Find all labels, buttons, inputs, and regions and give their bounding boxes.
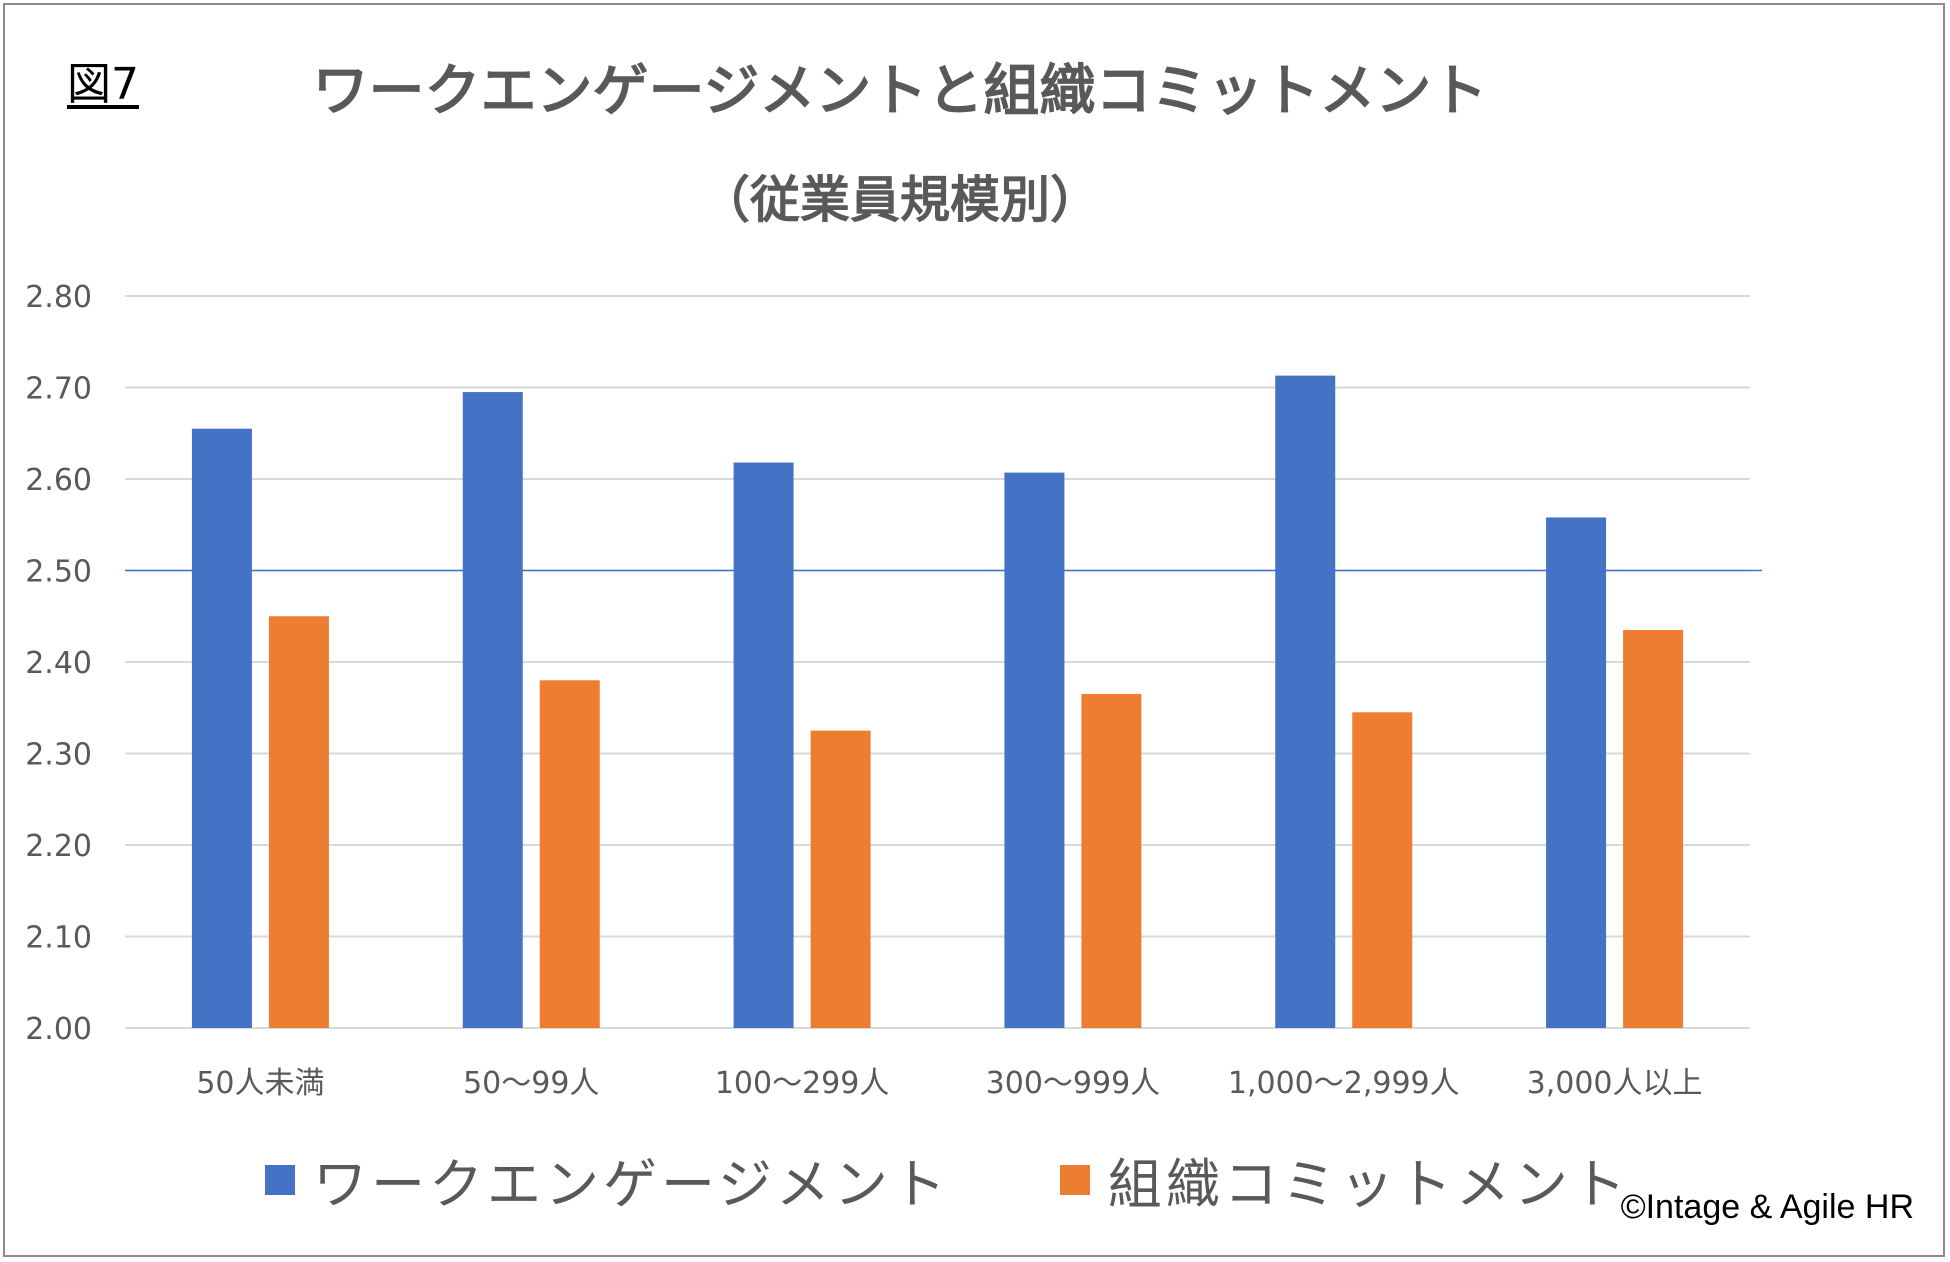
legend: ワークエンゲージメント 組織コミットメント [265,1140,1740,1219]
legend-label-work-engagement: ワークエンゲージメント [313,1153,950,1216]
legend-item-commitment: 組織コミットメント [1059,1140,1630,1219]
bar-commitment [539,680,600,1028]
chart-title: ワークエンゲージメントと組織コミットメント [312,59,1488,124]
legend-swatch-commitment [1059,1164,1090,1195]
bar-commitment [1623,629,1684,1028]
y-tick-label: 2.00 [25,1012,92,1047]
y-tick-label: 2.50 [25,555,92,590]
x-category-label: 50人未満 [196,1066,324,1101]
y-tick-label: 2.40 [25,646,92,681]
x-category-label: 100〜299人 [715,1066,890,1101]
figure-label: 図7 [67,59,139,110]
bar-work-engagement [733,462,794,1028]
bar-work-engagement [1546,517,1607,1028]
bar-work-engagement [1275,375,1336,1029]
x-category-label: 300〜999人 [986,1066,1161,1101]
bar-work-engagement [462,392,523,1028]
bar-work-engagement [191,428,252,1028]
legend-label-commitment: 組織コミットメント [1107,1153,1630,1216]
y-tick-label: 2.10 [25,921,92,956]
x-category-label: 50〜99人 [463,1066,599,1101]
y-tick-label: 2.60 [25,463,92,498]
y-tick-label: 2.80 [25,280,92,315]
x-category-label: 3,000人以上 [1527,1066,1703,1101]
bar-commitment [1352,712,1413,1028]
legend-item-work-engagement: ワークエンゲージメント [265,1140,950,1219]
bar-commitment [810,730,871,1028]
copyright-text: ©Intage & Agile HR [1620,1188,1914,1226]
y-tick-label: 2.70 [25,372,92,407]
y-tick-label: 2.20 [25,829,92,864]
bar-commitment [1081,694,1142,1028]
y-tick-label: 2.30 [25,738,92,773]
legend-swatch-work-engagement [265,1164,295,1195]
bar-work-engagement [1004,472,1065,1029]
chart-subtitle: （従業員規模別） [700,171,1100,229]
x-category-label: 1,000〜2,999人 [1228,1066,1460,1101]
bar-commitment [268,616,329,1028]
chart-frame [3,3,1945,1257]
